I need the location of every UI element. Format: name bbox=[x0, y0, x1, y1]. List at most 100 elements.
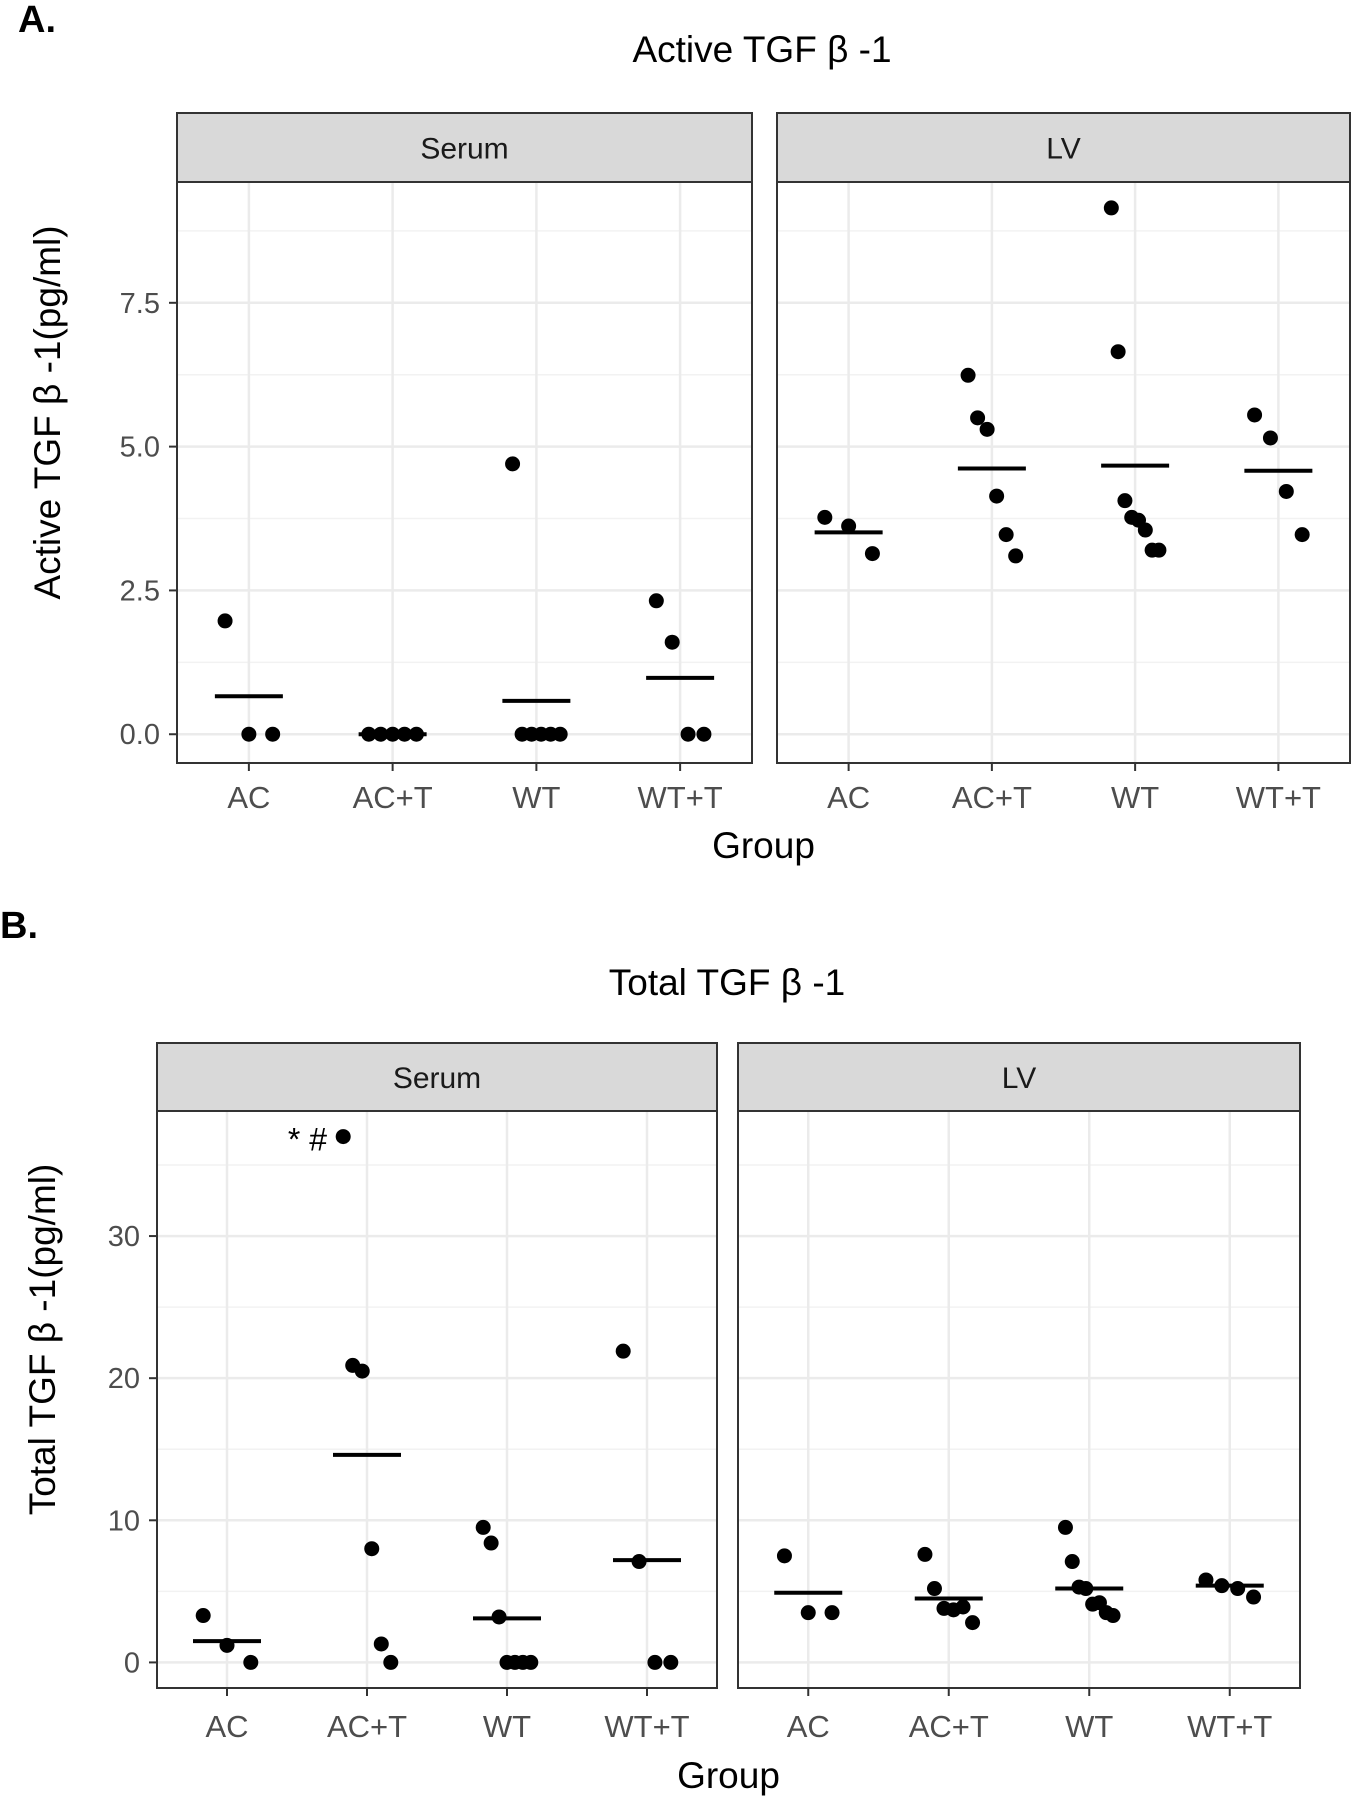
y-tick-label: 7.5 bbox=[120, 288, 160, 320]
facet-strip-label: Serum bbox=[393, 1062, 481, 1095]
facet-panel-bg bbox=[157, 1111, 717, 1688]
x-tick-label: WT bbox=[1111, 780, 1159, 815]
y-tick-label: 30 bbox=[108, 1221, 140, 1253]
data-point-ac bbox=[824, 1605, 840, 1621]
data-point-wt-plus-t bbox=[1278, 483, 1294, 499]
data-point-wt-plus-t bbox=[1230, 1581, 1246, 1597]
data-point-ac-plus-t bbox=[1008, 548, 1024, 564]
data-point-wt-plus-t bbox=[648, 593, 664, 609]
data-point-wt bbox=[1137, 522, 1153, 538]
x-tick-label: AC bbox=[787, 1709, 830, 1744]
data-point-wt bbox=[552, 726, 568, 742]
data-point-ac-plus-t bbox=[926, 1581, 942, 1597]
x-axis-label: Group bbox=[712, 825, 815, 866]
data-point-ac-plus-t bbox=[373, 1636, 389, 1652]
data-point-wt bbox=[1103, 200, 1119, 216]
data-point-wt-plus-t bbox=[1262, 430, 1278, 446]
data-point-ac-plus-t bbox=[998, 527, 1014, 543]
x-tick-label: AC bbox=[227, 780, 270, 815]
data-point-ac bbox=[241, 726, 257, 742]
data-point-ac bbox=[217, 613, 233, 629]
data-point-wt bbox=[1151, 542, 1167, 558]
x-tick-label: WT+T bbox=[1187, 1709, 1272, 1744]
chart-title: Active TGF β -1 bbox=[632, 29, 891, 70]
data-point-wt bbox=[483, 1535, 499, 1551]
x-tick-label: AC+T bbox=[952, 780, 1032, 815]
y-tick-label: 10 bbox=[108, 1505, 140, 1537]
y-tick-label: 0.0 bbox=[120, 719, 160, 751]
data-point-ac-plus-t bbox=[970, 410, 986, 426]
data-point-ac-plus-t bbox=[383, 1654, 399, 1670]
data-point-wt-plus-t bbox=[696, 726, 712, 742]
data-point-ac bbox=[864, 546, 880, 562]
x-tick-label: WT bbox=[1065, 1709, 1113, 1744]
facet-strip-label: LV bbox=[1046, 133, 1080, 166]
y-tick-label: 5.0 bbox=[120, 432, 160, 464]
data-point-ac-plus-t bbox=[364, 1541, 380, 1557]
facet-panel-bg bbox=[738, 1111, 1300, 1688]
data-point-wt bbox=[523, 1654, 539, 1670]
facet-strip-lv bbox=[776, 112, 1351, 183]
chart-active-tgf: Active TGF β -1 Active TGF β -1(pg/ml) Gro… bbox=[27, 29, 1351, 866]
data-point-ac bbox=[776, 1548, 792, 1564]
y-tick-label: 2.5 bbox=[120, 575, 160, 607]
data-point-wt-plus-t bbox=[680, 726, 696, 742]
data-point-ac bbox=[243, 1654, 259, 1670]
data-point-wt-plus-t bbox=[615, 1343, 631, 1359]
x-tick-label: WT+T bbox=[638, 780, 723, 815]
facet-panel-bg bbox=[177, 182, 752, 763]
facet-strip-label: LV bbox=[1002, 1062, 1036, 1095]
y-axis-label: Active TGF β -1(pg/ml) bbox=[27, 225, 68, 599]
data-point-ac-plus-t bbox=[989, 488, 1005, 504]
facet-strip-label: Serum bbox=[420, 133, 508, 166]
data-point-wt-plus-t bbox=[647, 1654, 663, 1670]
data-point-ac bbox=[817, 509, 833, 525]
data-point-wt bbox=[1057, 1519, 1073, 1535]
x-tick-label: WT bbox=[483, 1709, 531, 1744]
significance-annotation: * # bbox=[288, 1122, 327, 1158]
x-tick-label: AC+T bbox=[327, 1709, 407, 1744]
facet-panel-border bbox=[176, 181, 753, 764]
data-point-ac-plus-t bbox=[965, 1615, 981, 1631]
facet-panel-border bbox=[156, 1110, 718, 1689]
facet-strip-lv bbox=[737, 1042, 1301, 1112]
x-tick-label: AC+T bbox=[353, 780, 433, 815]
facet-strip-serum bbox=[176, 112, 753, 183]
data-point-wt bbox=[1110, 344, 1126, 360]
facet-strip-serum bbox=[156, 1042, 718, 1112]
data-point-ac-plus-t bbox=[354, 1363, 370, 1379]
data-point-wt-plus-t bbox=[1246, 1589, 1262, 1605]
data-point-wt bbox=[1117, 493, 1133, 509]
data-point-wt bbox=[475, 1519, 491, 1535]
y-tick-label: 0 bbox=[124, 1647, 140, 1679]
facet-panel-border bbox=[737, 1110, 1301, 1689]
data-point-wt-plus-t bbox=[1294, 527, 1310, 543]
data-point-wt-plus-t bbox=[664, 634, 680, 650]
x-tick-label: WT+T bbox=[604, 1709, 689, 1744]
data-point-ac-plus-t bbox=[979, 421, 995, 437]
x-tick-label: AC bbox=[205, 1709, 248, 1744]
y-axis-label: Total TGF β -1(pg/ml) bbox=[22, 1164, 63, 1516]
panel-a-label: A. bbox=[18, 0, 56, 41]
data-point-wt bbox=[505, 456, 521, 472]
data-point-ac-plus-t bbox=[335, 1129, 351, 1145]
data-point-ac bbox=[800, 1605, 816, 1621]
data-point-wt bbox=[1064, 1554, 1080, 1570]
data-point-wt-plus-t bbox=[663, 1654, 679, 1670]
chart-title: Total TGF β -1 bbox=[609, 962, 846, 1003]
data-point-ac bbox=[265, 726, 281, 742]
x-tick-label: WT+T bbox=[1236, 780, 1321, 815]
data-point-ac-plus-t bbox=[917, 1546, 933, 1562]
x-tick-label: AC+T bbox=[909, 1709, 989, 1744]
panel-b-label: B. bbox=[0, 905, 38, 947]
chart-total-tgf: Total TGF β -1 Total TGF β -1(pg/ml) Group… bbox=[22, 962, 1301, 1796]
x-tick-label: AC bbox=[827, 780, 870, 815]
data-point-ac bbox=[841, 518, 857, 534]
x-tick-label: WT bbox=[512, 780, 560, 815]
data-point-wt-plus-t bbox=[1247, 407, 1263, 423]
x-axis-label: Group bbox=[677, 1755, 780, 1796]
data-point-ac-plus-t bbox=[955, 1599, 971, 1615]
facet-panel-border bbox=[776, 181, 1351, 764]
y-tick-label: 20 bbox=[108, 1363, 140, 1395]
